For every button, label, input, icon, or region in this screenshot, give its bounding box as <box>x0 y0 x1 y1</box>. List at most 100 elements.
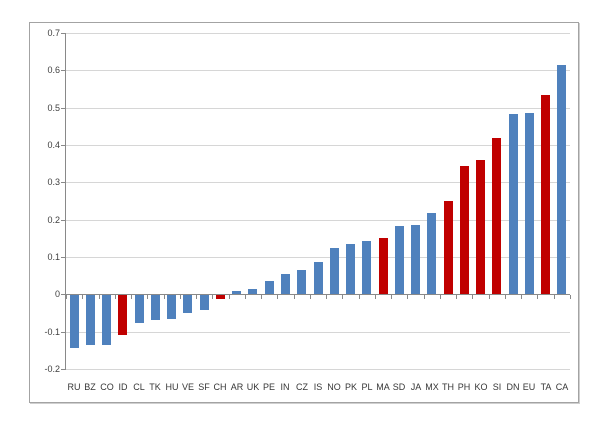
x-axis-tick <box>261 295 262 299</box>
x-axis-tick <box>424 295 425 299</box>
y-axis-label: 0.2 <box>47 215 60 225</box>
x-axis-label-tk: TK <box>149 382 161 392</box>
x-axis-tick <box>131 295 132 299</box>
bar-ko <box>476 160 485 294</box>
x-axis-tick <box>245 295 246 299</box>
bar-ru <box>70 295 79 348</box>
y-axis-line <box>65 33 66 370</box>
x-axis-tick <box>115 295 116 299</box>
bar-no <box>330 248 339 294</box>
x-axis-label-ca: CA <box>555 382 569 392</box>
x-axis-tick <box>294 295 295 299</box>
y-axis-tick <box>61 182 66 183</box>
x-axis-label-cz: CZ <box>296 382 308 392</box>
y-axis-label: 0.6 <box>47 65 60 75</box>
x-axis-label-ta: TA <box>540 382 552 392</box>
bar-si <box>492 138 501 294</box>
x-axis-label-ar: AR <box>230 382 244 392</box>
bar-ve <box>183 295 192 313</box>
y-axis-tick <box>61 332 66 333</box>
x-axis-tick <box>326 295 327 299</box>
x-axis-tick <box>196 295 197 299</box>
x-axis-label-sf: SF <box>198 382 210 392</box>
bar-ch <box>216 295 225 299</box>
x-axis-label-ja: JA <box>410 382 422 392</box>
x-axis-tick <box>164 295 165 299</box>
bar-eu <box>525 113 534 294</box>
x-axis-tick <box>66 295 67 299</box>
bar-ca <box>557 65 566 294</box>
x-axis-label-uk: UK <box>246 382 260 392</box>
y-axis-label: -0.1 <box>44 327 60 337</box>
y-axis-label: -0.2 <box>44 364 60 374</box>
bar-ma <box>379 238 388 294</box>
x-axis-tick <box>570 295 571 299</box>
x-axis-label-pe: PE <box>262 382 275 392</box>
bar-sf <box>200 295 209 310</box>
bar-pl <box>362 241 371 294</box>
x-axis-label-hu: HU <box>165 382 179 392</box>
bar-in <box>281 274 290 294</box>
x-axis-tick <box>375 295 376 299</box>
gridline <box>66 369 570 370</box>
x-axis-tick <box>342 295 343 299</box>
x-axis-tick <box>391 295 392 299</box>
x-axis-tick <box>505 295 506 299</box>
y-axis-label: 0.3 <box>47 177 60 187</box>
x-axis-label-pl: PL <box>361 382 373 392</box>
x-axis-tick <box>277 295 278 299</box>
bar-uk <box>248 289 257 294</box>
y-axis-label: 0 <box>54 289 60 299</box>
bar-tk <box>151 295 160 320</box>
x-axis-label-ma: MA <box>376 382 390 392</box>
bar-dn <box>509 114 518 294</box>
x-axis-label-bz: BZ <box>84 382 96 392</box>
x-axis-tick <box>489 295 490 299</box>
y-axis-tick <box>61 294 66 295</box>
gridline <box>66 257 570 258</box>
x-axis-label-th: TH <box>442 382 454 392</box>
bar-cl <box>135 295 144 323</box>
y-axis-tick <box>61 257 66 258</box>
x-axis-tick <box>212 295 213 299</box>
bar-id <box>118 295 127 335</box>
x-axis-label-si: SI <box>492 382 502 392</box>
y-axis-tick <box>61 220 66 221</box>
x-axis-tick <box>147 295 148 299</box>
x-axis-tick <box>472 295 473 299</box>
plot-area: 0.7 0.6 0.5 0.4 0.3 0.2 0.1 0 -0.1 -0.2 RU BZ CO ID CL… <box>44 28 571 392</box>
bar-sd <box>395 226 404 294</box>
bar-bz <box>86 295 95 345</box>
bar-th <box>444 201 453 294</box>
x-axis-label-ko: KO <box>474 382 488 392</box>
gridline <box>66 70 570 71</box>
x-axis-label-eu: EU <box>522 382 536 392</box>
x-axis-label-mx: MX <box>425 382 439 392</box>
bar-ja <box>411 225 420 294</box>
bar-is <box>314 262 323 294</box>
bar-co <box>102 295 111 345</box>
bar-cz <box>297 270 306 294</box>
x-axis-label-ve: VE <box>181 382 194 392</box>
x-axis-tick <box>180 295 181 299</box>
x-axis-tick <box>407 295 408 299</box>
bar-pk <box>346 244 355 294</box>
x-axis-tick <box>310 295 311 299</box>
bar-hu <box>167 295 176 319</box>
x-axis-tick <box>82 295 83 299</box>
gridline <box>66 220 570 221</box>
y-axis-tick <box>61 145 66 146</box>
x-axis-label-id: ID <box>118 382 128 392</box>
bar-pe <box>265 281 274 294</box>
x-axis-label-ph: PH <box>457 382 471 392</box>
x-axis-tick <box>440 295 441 299</box>
y-axis-tick <box>61 70 66 71</box>
x-axis-label-dn: DN <box>506 382 520 392</box>
x-axis-tick <box>521 295 522 299</box>
y-axis-tick <box>61 33 66 34</box>
gridline <box>66 145 570 146</box>
y-axis-label: 0.1 <box>47 252 60 262</box>
x-axis-label-in: IN <box>280 382 290 392</box>
x-axis-label-cl: CL <box>133 382 145 392</box>
